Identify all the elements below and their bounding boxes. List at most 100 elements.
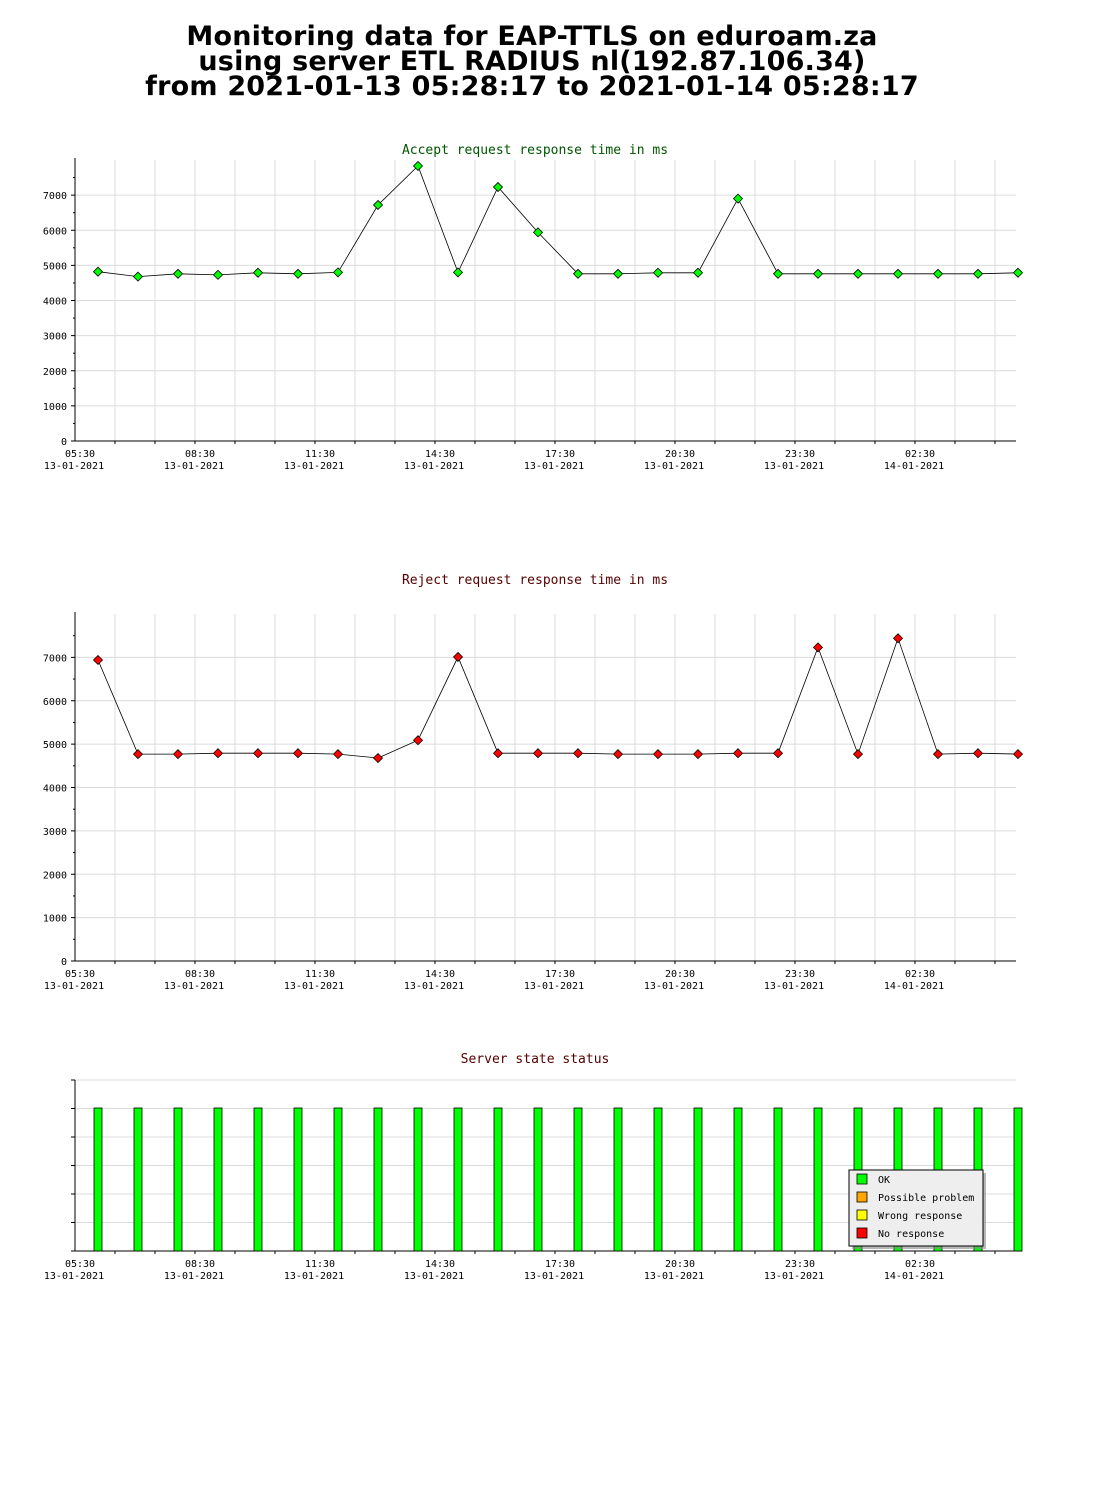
accept-point [292,268,304,279]
reject-point [372,752,384,764]
status-bar [733,1107,743,1252]
accept-point [132,271,144,282]
status-x-tick-time: 17:30 [545,1259,575,1270]
accept-x-tick-date: 13-01-2021 [284,461,344,472]
status-x-tick-date: 13-01-2021 [524,1271,584,1282]
accept-x-tick-time: 23:30 [785,449,815,460]
accept-x-tick-date: 13-01-2021 [44,461,104,472]
status-x-tick-date: 14-01-2021 [884,1271,944,1282]
accept-point [892,268,904,279]
status-bar [653,1107,663,1252]
accept-point [852,268,864,279]
reject-x-tick-time: 05:30 [65,969,95,980]
accept-point [452,267,464,278]
status-x-tick-date: 13-01-2021 [644,1271,704,1282]
accept-point [692,267,704,278]
reject-point [252,748,264,759]
status-legend: OK Possible problem Wrong response No respo… [848,1169,986,1249]
reject-point [932,749,944,760]
reject-x-tick-date: 14-01-2021 [884,981,944,992]
accept-point [772,268,784,279]
reject-series-line [97,637,1019,759]
status-bar [453,1107,463,1252]
accept-y-tick-label: 4000 [43,297,67,308]
status-x-tick-time: 14:30 [425,1259,455,1270]
status-bar [173,1107,183,1252]
title-line-1: Monitoring data for EAP-TTLS on eduroam.… [186,21,878,52]
status-bar [293,1107,303,1252]
reject-x-tick-date: 13-01-2021 [764,981,824,992]
status-bar [693,1107,703,1252]
legend-swatch [856,1209,868,1221]
reject-point [812,642,824,653]
legend-swatch [856,1191,868,1203]
reject-y-tick-label: 5000 [43,740,67,751]
title-line-2: using server ETL RADIUS nl(192.87.106.34… [198,46,866,77]
title-line-3: from 2021-01-13 05:28:17 to 2021-01-14 0… [145,71,919,102]
accept-point [652,267,664,278]
status-x-tick-date: 13-01-2021 [404,1271,464,1282]
accept-x-tick-date: 13-01-2021 [644,461,704,472]
status-x-tick-date: 13-01-2021 [164,1271,224,1282]
accept-y-tick-label: 1000 [43,402,67,413]
reject-point [692,749,704,760]
status-x-tick-time: 02:30 [905,1259,935,1270]
reject-y-tick-label: 6000 [43,697,67,708]
status-bar [493,1107,503,1252]
reject-x-tick-date: 13-01-2021 [44,981,104,992]
status-bar [413,1107,423,1252]
accept-x-tick-time: 08:30 [185,449,215,460]
accept-y-tick-label: 3000 [43,332,67,343]
reject-y-tick-label: 2000 [43,870,67,881]
status-x-tick-time: 08:30 [185,1259,215,1270]
reject-point [572,748,584,759]
accept-y-tick-label: 7000 [43,191,67,202]
reject-x-tick-time: 20:30 [665,969,695,980]
reject-x-tick-date: 13-01-2021 [644,981,704,992]
accept-x-tick-time: 05:30 [65,449,95,460]
accept-x-tick-time: 17:30 [545,449,575,460]
reject-point [732,748,744,759]
reject-x-tick-time: 08:30 [185,969,215,980]
reject-point [892,633,904,644]
accept-point [732,193,744,204]
reject-point [772,748,784,759]
status-x-tick-time: 05:30 [65,1259,95,1270]
accept-point [1012,267,1024,278]
reject-y-tick-label: 7000 [43,653,67,664]
reject-point [172,749,184,760]
accept-point [252,267,264,278]
reject-point [452,651,464,663]
reject-point [332,749,344,760]
accept-response-chart: Accept request response time in ms 0 1000 2… [43,143,1024,472]
reject-point [972,748,984,759]
reject-point [1012,749,1024,760]
reject-x-tick-date: 13-01-2021 [404,981,464,992]
status-x-tick-date: 13-01-2021 [44,1271,104,1282]
reject-point [132,749,144,760]
accept-point [172,268,184,279]
accept-point [492,181,504,193]
reject-point [852,749,864,760]
reject-point [92,654,104,666]
reject-point [292,748,304,759]
reject-point [532,748,544,759]
accept-x-tick-time: 11:30 [305,449,335,460]
reject-point [212,748,224,759]
accept-point [812,268,824,279]
reject-point [612,749,624,760]
legend-swatch [856,1173,868,1185]
reject-title: Reject request response time in ms [402,573,668,588]
accept-y-tick-label: 2000 [43,367,67,378]
accept-x-tick-time: 14:30 [425,449,455,460]
accept-y-tick-label: 5000 [43,261,67,272]
accept-series-line [97,165,1019,278]
reject-x-tick-date: 13-01-2021 [164,981,224,992]
status-x-tick-time: 20:30 [665,1259,695,1270]
reject-x-tick-time: 02:30 [905,969,935,980]
accept-point [412,160,424,172]
status-x-tick-time: 11:30 [305,1259,335,1270]
page-title: Monitoring data for EAP-TTLS on eduroam.… [0,21,1064,102]
reject-x-tick-time: 14:30 [425,969,455,980]
reject-y-tick-label: 1000 [43,914,67,925]
